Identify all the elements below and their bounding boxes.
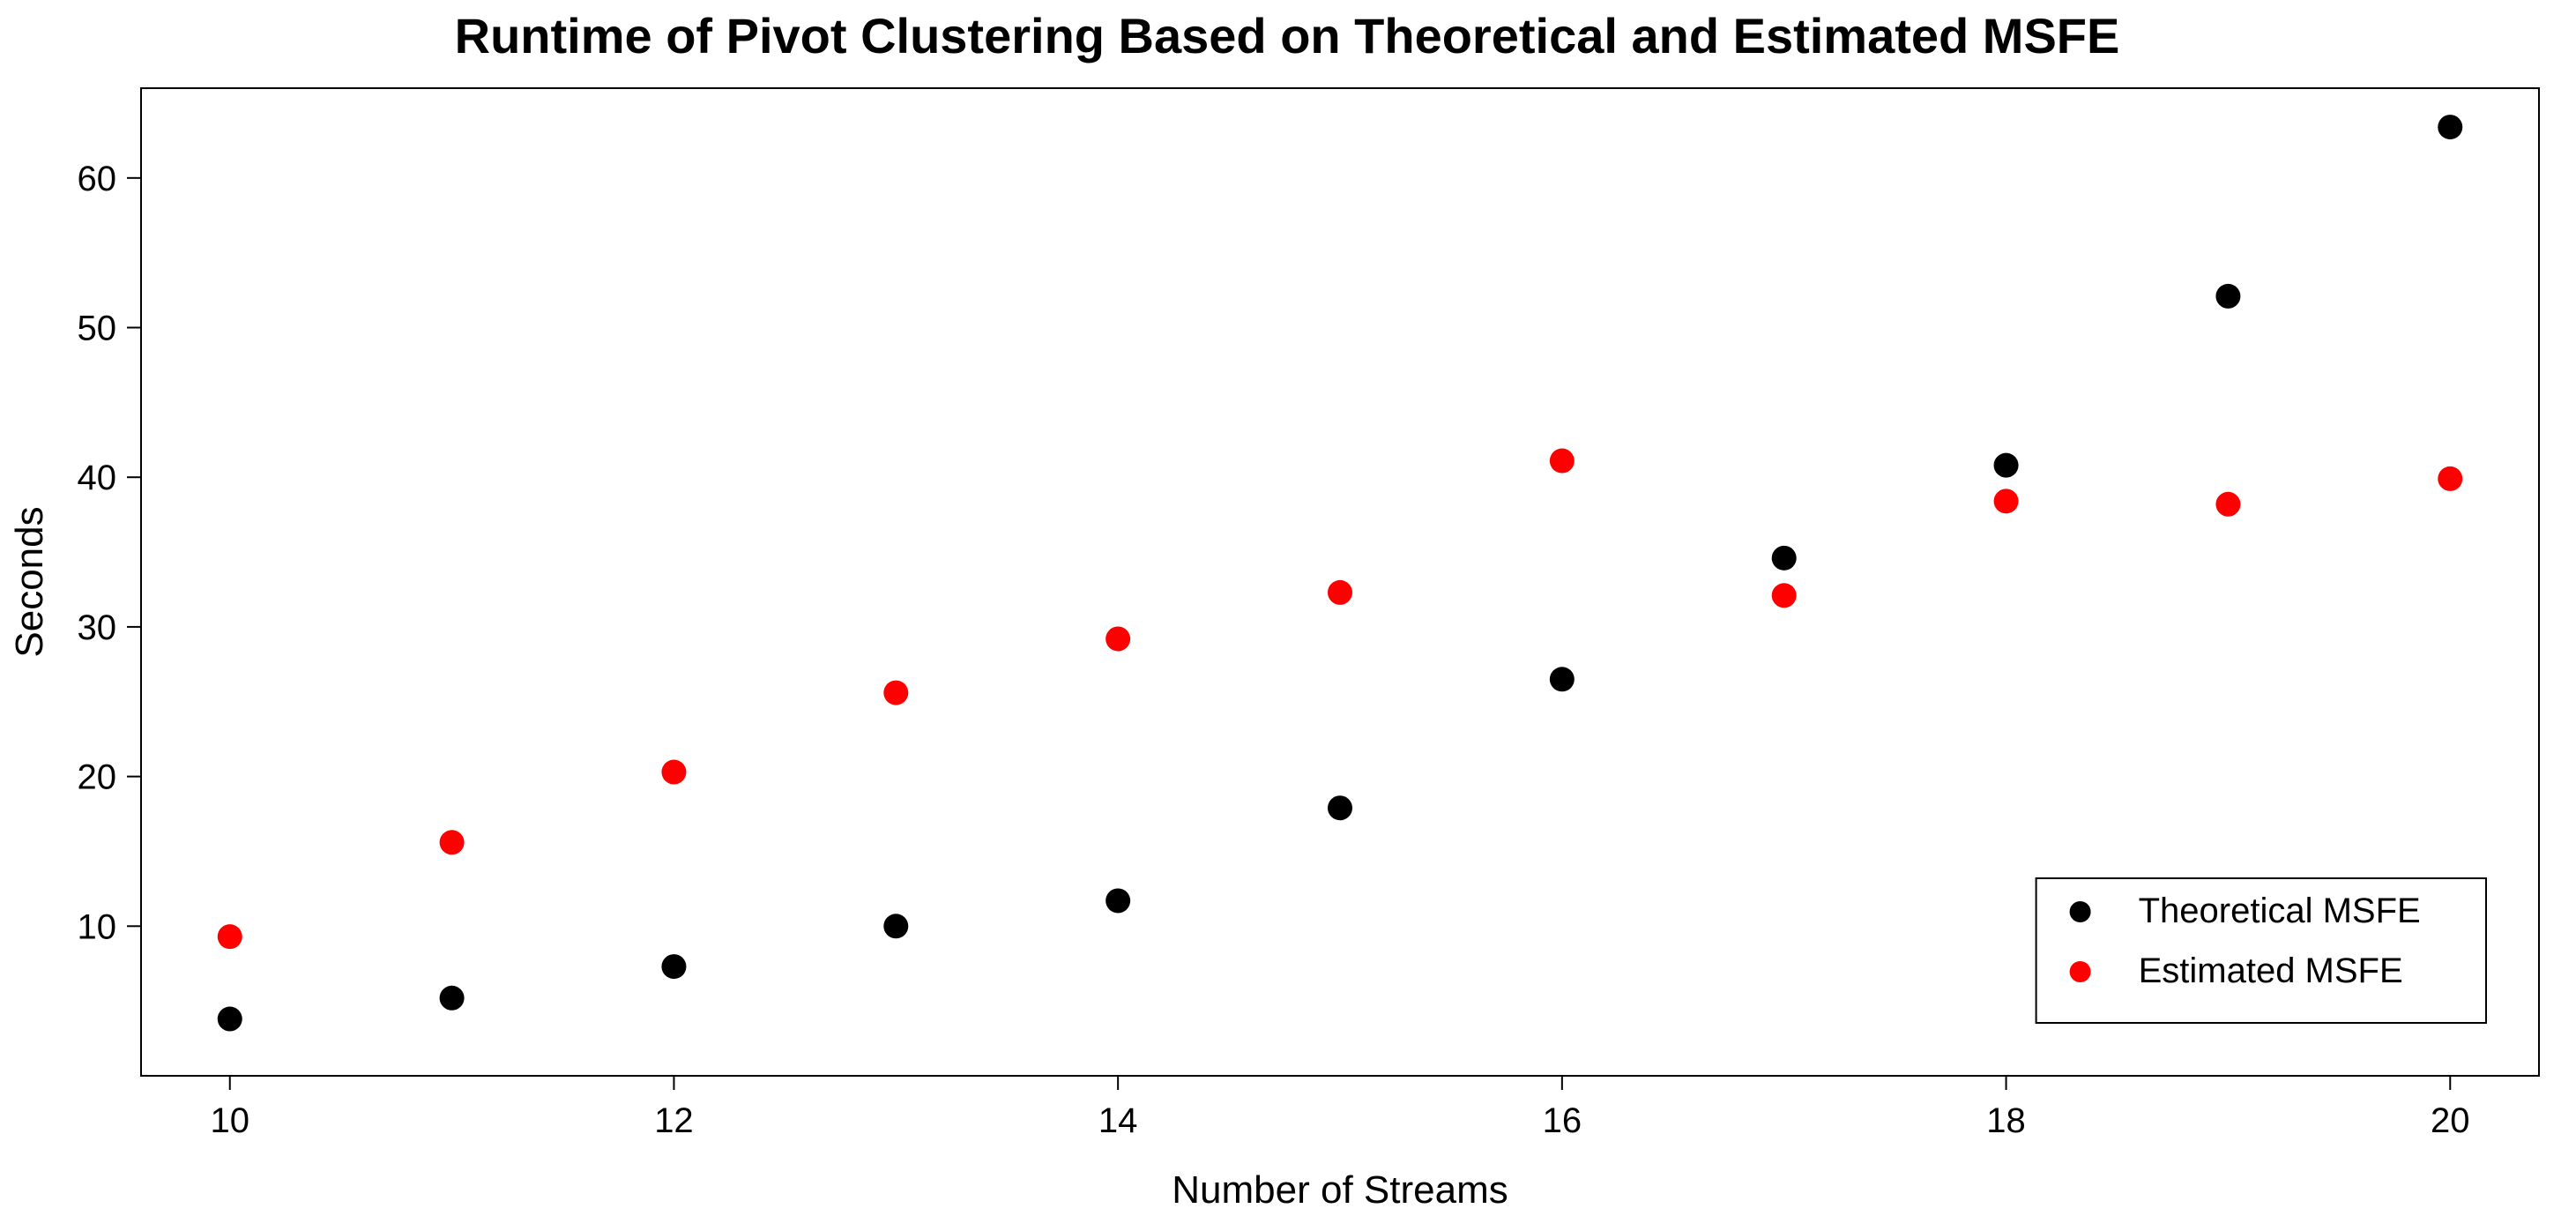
y-tick-label: 10 [78,907,117,946]
data-point [1328,795,1352,820]
y-tick-label: 40 [78,459,117,497]
x-tick-label: 18 [1986,1101,2026,1140]
y-tick-label: 60 [78,160,117,198]
data-point [218,1007,242,1032]
legend-label: Theoretical MSFE [2139,892,2421,930]
data-point [883,914,908,938]
chart-title: Runtime of Pivot Clustering Based on The… [455,8,2120,63]
y-tick-label: 30 [78,608,117,647]
data-point [1328,580,1352,605]
data-point [1994,489,2019,513]
y-axis-label: Seconds [8,506,51,657]
data-point [661,760,686,785]
data-point [2215,284,2240,309]
data-point [1994,453,2019,478]
y-axis: 10 20 30 40 50 60 [78,160,142,946]
data-point [1772,546,1797,571]
legend-marker [2070,961,2091,982]
legend-marker [2070,901,2091,922]
data-point [1106,626,1130,651]
legend-label: Estimated MSFE [2139,951,2403,990]
x-tick-label: 10 [210,1101,249,1140]
data-point [1772,583,1797,608]
x-tick-label: 12 [654,1101,694,1140]
x-tick-label: 20 [2431,1101,2470,1140]
data-point [883,681,908,705]
runtime-scatter-chart: Runtime of Pivot Clustering Based on The… [0,0,2576,1231]
x-tick-label: 14 [1098,1101,1138,1140]
data-point [218,924,242,949]
data-point [2215,492,2240,517]
data-point [1106,888,1130,913]
data-point [2438,115,2462,139]
data-point [2438,466,2462,491]
y-tick-label: 50 [78,310,117,348]
x-axis: 10 12 14 16 18 20 [210,1076,2469,1140]
data-point [1550,667,1575,691]
data-point [440,986,465,1011]
legend: Theoretical MSFE Estimated MSFE [2036,878,2486,1023]
y-tick-label: 20 [78,758,117,797]
x-axis-label: Number of Streams [1172,1168,1508,1212]
chart-container: Runtime of Pivot Clustering Based on The… [0,0,2576,1231]
x-tick-label: 16 [1543,1101,1582,1140]
data-point [440,830,465,854]
data-point [661,954,686,979]
data-point [1550,449,1575,474]
